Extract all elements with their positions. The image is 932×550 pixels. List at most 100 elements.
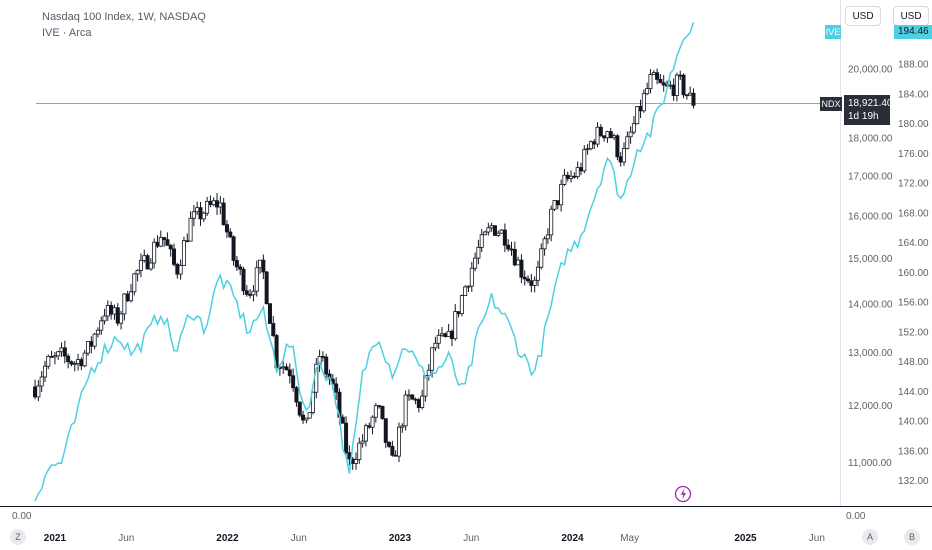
right-axis-tick-label: 188.00 — [898, 59, 929, 70]
left-axis-tick-label: 18,000.00 — [848, 134, 893, 145]
left-axis-tick-label: 14,000.00 — [848, 299, 893, 310]
right-axis-tick-label: 180.00 — [898, 119, 929, 130]
candle — [473, 252, 478, 272]
candle — [476, 239, 481, 265]
candle — [234, 256, 239, 271]
candle — [42, 360, 47, 383]
candle — [688, 86, 693, 96]
candle — [224, 220, 229, 239]
candle — [79, 357, 84, 371]
candle — [380, 405, 385, 420]
candle — [205, 196, 210, 216]
ndx-last-price: 18,921.40 — [848, 98, 893, 109]
auto-scale-button[interactable]: A — [862, 529, 878, 545]
candle — [400, 423, 405, 433]
candle — [181, 236, 186, 266]
candle — [373, 403, 378, 423]
candle — [294, 386, 299, 407]
candle — [555, 200, 560, 210]
candle — [129, 283, 134, 303]
candle — [254, 260, 259, 297]
candle — [492, 225, 497, 236]
candle — [585, 144, 590, 155]
left-axis-tick-label: 11,000.00 — [848, 458, 892, 469]
x-axis-tick-label: 2022 — [216, 533, 239, 544]
candle — [168, 243, 173, 257]
candle — [625, 131, 630, 150]
candle — [267, 303, 272, 324]
candle — [99, 316, 104, 336]
candle — [367, 422, 372, 429]
x-axis-tick-label: 2023 — [389, 533, 412, 544]
scale-mode-button[interactable]: B — [904, 529, 920, 545]
candle — [36, 380, 41, 402]
right-axis-tick-label: 160.00 — [898, 268, 929, 279]
right-axis-tick-label: 172.00 — [898, 179, 929, 190]
candle — [109, 301, 114, 320]
right-axis-tick-label: 164.00 — [898, 238, 929, 249]
candle — [95, 327, 100, 338]
candle — [420, 389, 425, 410]
candle — [390, 440, 395, 457]
candle — [215, 192, 220, 215]
candle — [353, 452, 358, 470]
zoom-reset-button[interactable]: Z — [10, 529, 26, 545]
candle — [152, 238, 157, 269]
candle — [105, 300, 110, 321]
candle — [241, 266, 246, 296]
candle — [142, 249, 147, 263]
candle — [621, 142, 626, 166]
candle — [261, 254, 266, 280]
candle — [575, 161, 580, 179]
candle — [655, 68, 660, 85]
currency-button-right[interactable]: USD — [893, 6, 929, 26]
currency-button-left[interactable]: USD — [845, 6, 881, 26]
candle — [469, 261, 474, 292]
candle — [466, 285, 471, 292]
candle — [287, 363, 292, 384]
candle — [463, 285, 468, 297]
compare-series-line — [34, 22, 695, 502]
candle — [406, 389, 411, 401]
ndx-axis-label: NDX — [820, 97, 842, 111]
candle — [125, 290, 130, 302]
candle — [264, 270, 269, 305]
lightning-event-icon[interactable] — [674, 485, 692, 503]
candle — [413, 397, 418, 405]
candle — [85, 341, 90, 357]
candle — [509, 241, 514, 256]
left-axis-tick-label: 16,000.00 — [848, 211, 893, 222]
left-axis-tick-label: 12,000.00 — [848, 401, 893, 412]
candle — [512, 241, 517, 267]
candle — [456, 311, 461, 318]
candle — [377, 404, 382, 409]
right-axis-tick-label: 132.00 — [898, 476, 929, 487]
candle — [281, 361, 286, 375]
candle — [608, 127, 613, 139]
candle — [320, 351, 325, 362]
candle — [344, 416, 349, 459]
candle — [489, 222, 494, 232]
right-axis-tick-label: 168.00 — [898, 208, 929, 219]
candle — [383, 418, 388, 448]
candle — [115, 303, 120, 326]
candle — [535, 260, 540, 287]
ive-price-tag: 194.46 — [894, 25, 932, 39]
candle — [483, 230, 488, 236]
candle — [516, 256, 521, 266]
candle — [211, 197, 216, 207]
candle — [582, 145, 587, 174]
candle — [132, 272, 137, 296]
candle — [238, 264, 243, 276]
candle — [56, 350, 61, 360]
candle — [403, 390, 408, 431]
candle — [433, 336, 438, 352]
candle — [271, 316, 276, 338]
candle — [221, 197, 226, 226]
candle — [578, 162, 583, 176]
candle — [572, 172, 577, 179]
x-axis-tick-label: 2024 — [561, 533, 584, 544]
candle — [519, 254, 524, 284]
candle — [592, 139, 597, 150]
